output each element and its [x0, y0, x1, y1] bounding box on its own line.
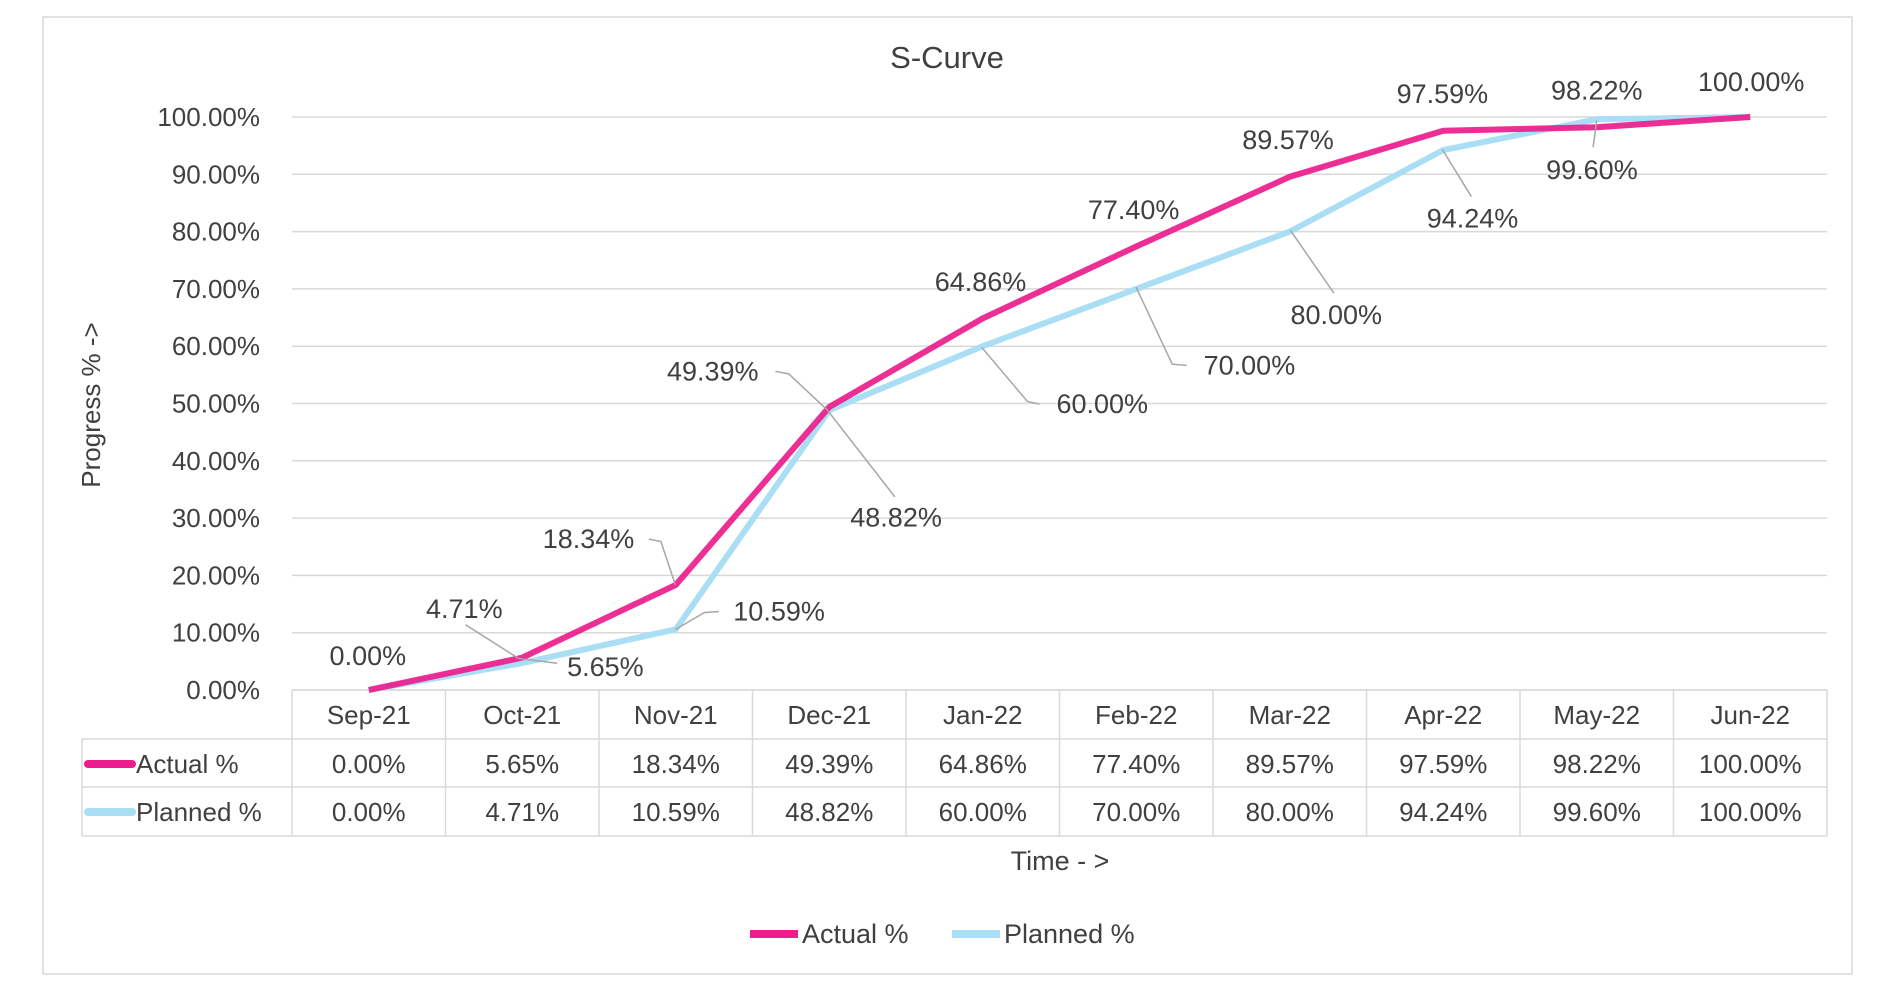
table-cell: 60.00% — [939, 797, 1027, 827]
y-tick-label: 90.00% — [172, 159, 260, 189]
x-tick-label: Apr-22 — [1404, 700, 1482, 730]
x-tick-label: Jun-22 — [1711, 700, 1791, 730]
y-tick-label: 60.00% — [172, 331, 260, 361]
y-tick-label: 0.00% — [186, 675, 260, 705]
x-tick-label: Dec-21 — [787, 700, 871, 730]
leader-line — [826, 409, 896, 498]
leader-line — [1592, 120, 1598, 148]
table-cell: 4.71% — [485, 797, 559, 827]
data-label-planned: 4.71% — [426, 594, 503, 624]
data-label-actual: 98.22% — [1551, 75, 1643, 105]
table-series-name: Actual % — [136, 749, 239, 779]
y-tick-label: 30.00% — [172, 503, 260, 533]
data-label-planned: 94.24% — [1427, 203, 1519, 233]
x-tick-label: May-22 — [1553, 700, 1640, 730]
series-line-planned — [368, 114, 1751, 693]
data-label-planned: 10.59% — [733, 596, 825, 626]
table-cell: 48.82% — [785, 797, 873, 827]
data-label-planned: 70.00% — [1204, 350, 1296, 380]
table-cell: 5.65% — [485, 749, 559, 779]
y-tick-label: 40.00% — [172, 446, 260, 476]
leader-line — [518, 657, 558, 665]
data-label-actual: 49.39% — [667, 356, 759, 386]
x-axis-title: Time - > — [1011, 846, 1110, 876]
legend-label: Actual % — [802, 919, 909, 949]
y-tick-label: 50.00% — [172, 389, 260, 419]
data-label-actual: 97.59% — [1397, 79, 1489, 109]
y-tick-label: 80.00% — [172, 217, 260, 247]
table-cell: 64.86% — [939, 749, 1027, 779]
table-cell: 94.24% — [1399, 797, 1487, 827]
table-cell: 0.00% — [332, 749, 406, 779]
data-label-actual: 89.57% — [1242, 125, 1334, 155]
data-label-planned: 48.82% — [850, 502, 942, 532]
data-label-actual: 100.00% — [1698, 67, 1805, 97]
table-cell: 10.59% — [632, 797, 720, 827]
leader-line — [648, 538, 677, 586]
leader-line — [981, 346, 1040, 405]
table-cell: 99.60% — [1553, 797, 1641, 827]
table-cell: 77.40% — [1092, 749, 1180, 779]
legend-label: Planned % — [1004, 919, 1135, 949]
x-tick-label: Sep-21 — [327, 700, 411, 730]
table-cell: 100.00% — [1699, 749, 1802, 779]
chart-title: S-Curve — [890, 40, 1004, 75]
table-cell: 0.00% — [332, 797, 406, 827]
legend: Actual % Planned % — [750, 919, 1135, 949]
x-tick-label: Jan-22 — [943, 700, 1023, 730]
data-label-planned: 60.00% — [1056, 389, 1148, 419]
data-label-actual: 64.86% — [935, 267, 1027, 297]
table-series-name: Planned % — [136, 797, 262, 827]
x-tick-label: Feb-22 — [1095, 700, 1177, 730]
series-line-actual — [368, 114, 1751, 693]
table-cell: 18.34% — [632, 749, 720, 779]
y-tick-label: 100.00% — [157, 102, 260, 132]
y-tick-label: 20.00% — [172, 560, 260, 590]
y-axis-title: Progress % -> — [76, 322, 106, 487]
leader-line — [674, 610, 719, 631]
data-label-planned: 80.00% — [1290, 300, 1382, 330]
leader-line — [1135, 286, 1187, 367]
leader-line — [465, 624, 519, 660]
x-tick-label: Oct-21 — [483, 700, 561, 730]
y-tick-label: 10.00% — [172, 618, 260, 648]
chart-frame — [42, 16, 1853, 975]
table-cell: 80.00% — [1246, 797, 1334, 827]
leader-line — [775, 370, 828, 411]
table-cell: 100.00% — [1699, 797, 1802, 827]
table-cell: 89.57% — [1246, 749, 1334, 779]
y-tick-label: 70.00% — [172, 274, 260, 304]
data-label-actual: 0.00% — [330, 641, 407, 671]
leader-line — [1289, 229, 1335, 294]
data-label-actual: 18.34% — [543, 524, 635, 554]
table-cell: 49.39% — [785, 749, 873, 779]
table-cell: 97.59% — [1399, 749, 1487, 779]
leader-line — [1441, 149, 1472, 197]
x-tick-label: Nov-21 — [634, 700, 718, 730]
table-cell: 70.00% — [1092, 797, 1180, 827]
x-tick-label: Mar-22 — [1249, 700, 1331, 730]
table-cell: 98.22% — [1553, 749, 1641, 779]
data-label-actual: 5.65% — [567, 652, 644, 682]
data-label-planned: 99.60% — [1546, 155, 1638, 185]
data-label-actual: 77.40% — [1088, 195, 1180, 225]
